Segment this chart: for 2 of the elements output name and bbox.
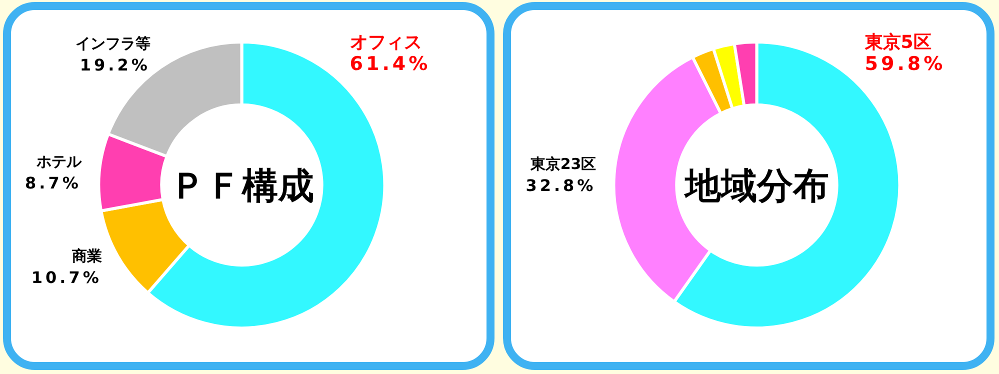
text: ＰＦ構成 xyxy=(170,166,314,207)
text: 地域分布 xyxy=(682,166,828,207)
